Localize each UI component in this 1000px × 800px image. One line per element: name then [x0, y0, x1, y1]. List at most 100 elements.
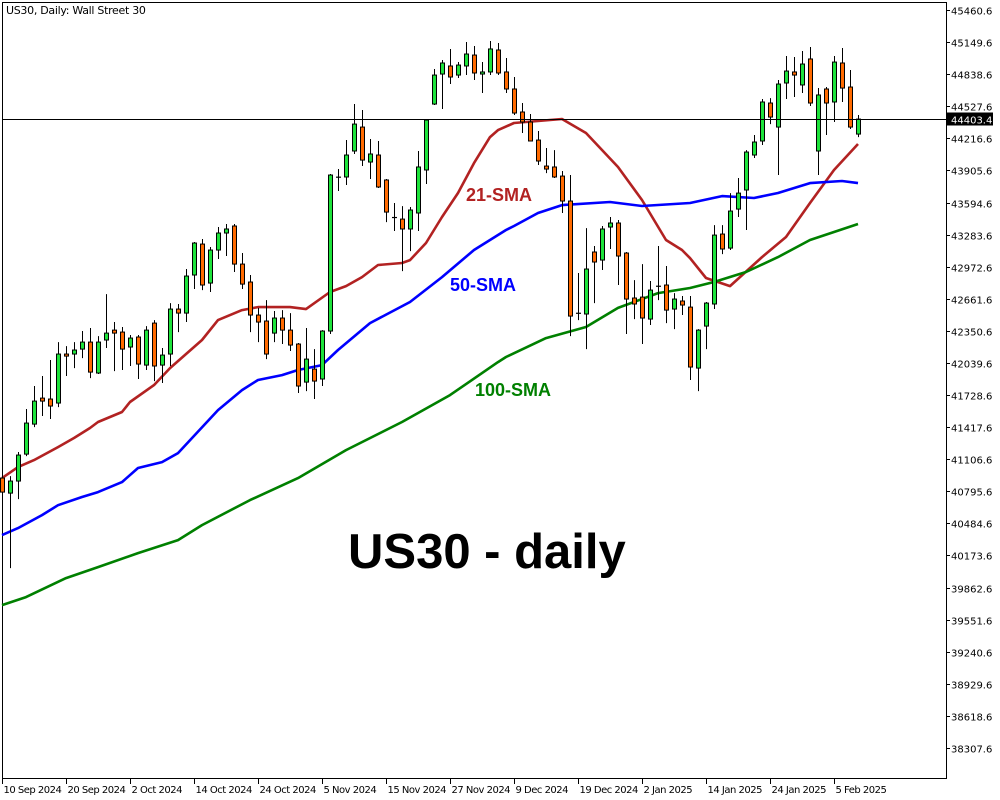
candle	[616, 220, 621, 286]
candle-body	[792, 71, 797, 76]
candle	[80, 331, 85, 359]
candle-body	[136, 336, 141, 365]
y-tick-label: 39862.6	[951, 585, 992, 596]
x-tick-label: 14 Jan 2025	[708, 785, 763, 796]
candle-body	[48, 398, 53, 407]
candle	[168, 303, 173, 367]
candle	[464, 42, 469, 76]
candle-body	[672, 298, 677, 310]
candle-body	[760, 101, 765, 142]
candle	[816, 88, 821, 176]
candle-body	[800, 63, 805, 86]
candle-body	[72, 349, 77, 355]
current-price-label: 44403.4	[951, 116, 992, 127]
candle	[144, 326, 149, 371]
candle	[136, 335, 141, 380]
21-sma-line	[1, 117, 859, 480]
x-tick-label: 20 Sep 2024	[68, 785, 126, 796]
candle	[16, 452, 21, 500]
y-tick-label: 43594.6	[951, 200, 992, 211]
candle-body	[568, 200, 573, 317]
candle-body	[520, 111, 525, 123]
candle-body	[208, 249, 213, 284]
candle	[656, 246, 661, 301]
candle-body	[608, 222, 613, 228]
moving-averages	[1, 117, 859, 607]
candle	[160, 348, 165, 384]
candle	[784, 55, 789, 99]
candle	[224, 224, 229, 257]
candle-body	[688, 306, 693, 368]
candle-body	[600, 228, 605, 261]
candle	[632, 280, 637, 320]
candle	[248, 275, 253, 333]
candle-body	[192, 242, 197, 276]
candle	[192, 241, 197, 290]
y-tick-label: 41728.6	[951, 392, 992, 403]
candle-body	[680, 300, 685, 306]
candle	[808, 46, 813, 107]
candle-body	[840, 62, 845, 89]
candle-body	[728, 210, 733, 249]
candle	[216, 227, 221, 260]
candle	[776, 80, 781, 176]
candle-body	[424, 119, 429, 171]
candle	[520, 103, 525, 134]
candle	[832, 55, 837, 123]
candle	[200, 239, 205, 291]
current-price-line: 44403.4	[3, 112, 993, 127]
sma100-label: 100-SMA	[475, 380, 552, 400]
candle	[208, 247, 213, 293]
candle	[312, 349, 317, 400]
y-tick-label: 42350.6	[951, 328, 992, 339]
candle	[400, 206, 405, 272]
y-tick-label: 40795.6	[951, 488, 992, 499]
candle-body	[304, 358, 309, 383]
y-tick-label: 42039.6	[951, 360, 992, 371]
candle-body	[320, 330, 325, 380]
candle	[544, 148, 549, 174]
candle	[232, 224, 237, 273]
candle	[696, 329, 701, 392]
x-axis: 10 Sep 2024 20 Sep 2024 2 Oct 2024 14 Oct 2…	[2, 779, 887, 796]
candle	[688, 296, 693, 381]
candle	[304, 328, 309, 392]
candle	[376, 140, 381, 189]
candle	[96, 336, 101, 375]
candle-body	[776, 83, 781, 128]
y-tick-label: 38618.6	[951, 713, 992, 724]
candle	[88, 328, 93, 379]
candle-body	[368, 153, 373, 163]
candle	[432, 68, 437, 105]
sma21-label: 21-SMA	[466, 185, 533, 205]
candle	[672, 293, 677, 330]
candle	[112, 322, 117, 372]
x-tick-label: 27 Nov 2024	[452, 785, 511, 796]
y-tick-label: 45460.6	[951, 7, 992, 18]
candle	[824, 87, 829, 136]
plot-frame	[2, 2, 947, 779]
y-tick-label: 44527.6	[951, 103, 992, 114]
candle-body	[96, 341, 101, 374]
candle	[704, 302, 709, 350]
x-tick-label: 10 Sep 2024	[4, 785, 62, 796]
candle-body	[416, 166, 421, 214]
candle	[480, 62, 485, 94]
candle-body	[552, 166, 557, 178]
y-tick-label: 42972.6	[951, 264, 992, 275]
y-tick-label: 39551.6	[951, 617, 992, 628]
candle-body	[752, 141, 757, 156]
candle	[648, 280, 653, 326]
candle-body	[128, 337, 133, 348]
candle-body	[352, 123, 357, 152]
candle	[448, 48, 453, 85]
y-tick-label: 38929.6	[951, 681, 992, 692]
candle-body	[784, 70, 789, 84]
candle-body	[256, 314, 261, 323]
candle-body	[272, 317, 277, 334]
y-tick-label: 40173.6	[951, 552, 992, 563]
price-label-box	[947, 112, 993, 126]
candle	[104, 294, 109, 349]
candle-body	[296, 343, 301, 387]
